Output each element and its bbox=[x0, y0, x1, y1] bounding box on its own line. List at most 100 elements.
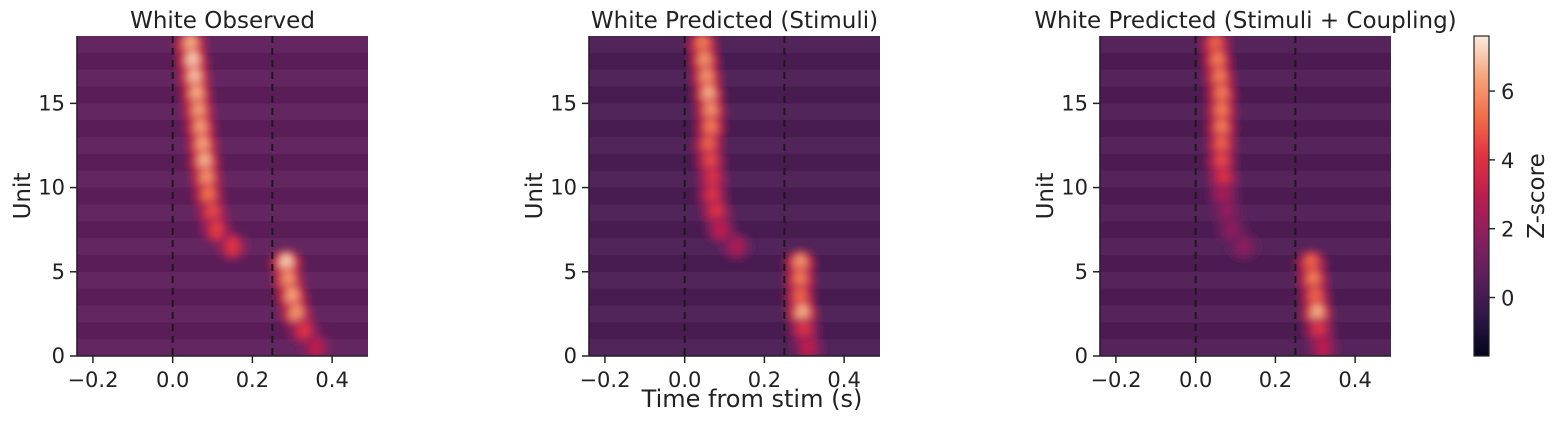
heatmap-area bbox=[1100, 36, 1391, 356]
unit-row-band bbox=[1100, 154, 1391, 171]
y-tick-label: 0 bbox=[564, 344, 577, 368]
unit-row-band bbox=[589, 322, 880, 339]
y-tick-label: 5 bbox=[564, 260, 577, 284]
unit-row-band bbox=[589, 87, 880, 104]
unit-row-band bbox=[589, 272, 880, 289]
response-peaks bbox=[1199, 36, 1340, 356]
unit-row-band bbox=[589, 154, 880, 171]
heatmap-background bbox=[589, 36, 880, 356]
unit-row-band bbox=[77, 137, 368, 154]
shared-x-axis-label: Time from stim (s) bbox=[641, 385, 863, 413]
peak-mark bbox=[801, 337, 816, 356]
y-tick-label: 0 bbox=[52, 344, 65, 368]
unit-row-band bbox=[1100, 289, 1391, 306]
peak-mark bbox=[1224, 219, 1239, 240]
heatmap-panel-3: −0.2 0.0 0.2 0.4 0 5 10 15 White Predicted (Stim… bbox=[1033, 8, 1457, 392]
y-tick-label: 5 bbox=[1075, 260, 1088, 284]
response-peaks bbox=[174, 36, 333, 356]
y-axis-label: Unit bbox=[1033, 173, 1059, 220]
peak-mark bbox=[1236, 236, 1251, 257]
unit-row-band bbox=[77, 255, 368, 272]
panel-title: White Observed bbox=[130, 8, 315, 34]
unit-row-band bbox=[589, 339, 880, 356]
x-tick-label: 0.4 bbox=[315, 368, 348, 392]
heatmap-area bbox=[589, 36, 880, 356]
x-tick-label: 0.0 bbox=[668, 368, 701, 392]
unit-row-band bbox=[1100, 36, 1391, 53]
unit-row-band bbox=[77, 120, 368, 137]
colorbar-tick-label: 6 bbox=[1501, 80, 1514, 104]
colorbar-tick-label: 2 bbox=[1501, 218, 1514, 242]
unit-row-band bbox=[1100, 188, 1391, 205]
peak-mark bbox=[713, 219, 728, 240]
unit-row-bands bbox=[1100, 36, 1391, 356]
unit-row-band bbox=[1100, 171, 1391, 188]
x-tick-label: 0.0 bbox=[156, 368, 189, 392]
peak-mark bbox=[1316, 337, 1331, 356]
y-tick-label: 0 bbox=[1075, 344, 1088, 368]
unit-row-band bbox=[77, 70, 368, 87]
unit-row-band bbox=[77, 36, 368, 53]
peak-mark bbox=[297, 320, 312, 341]
colorbar-tick-label: 4 bbox=[1501, 149, 1514, 173]
x-tick-label: 0.4 bbox=[1338, 368, 1371, 392]
unit-row-bands bbox=[589, 36, 880, 356]
unit-row-band bbox=[77, 154, 368, 171]
y-tick-label: 10 bbox=[550, 176, 577, 200]
unit-row-band bbox=[77, 87, 368, 104]
panel-title: White Predicted (Stimuli + Coupling) bbox=[1034, 8, 1456, 34]
unit-row-band bbox=[1100, 103, 1391, 120]
unit-row-band bbox=[1100, 87, 1391, 104]
unit-row-band bbox=[589, 289, 880, 306]
unit-row-band bbox=[1100, 53, 1391, 70]
unit-row-band bbox=[589, 204, 880, 221]
heatmap-area bbox=[77, 36, 368, 356]
y-axis-label: Unit bbox=[522, 173, 548, 220]
colorbar: 0 2 4 6 Z-score bbox=[1473, 35, 1550, 357]
y-axis-label: Unit bbox=[10, 173, 36, 220]
heatmap-background bbox=[1100, 36, 1391, 356]
peak-mark bbox=[209, 219, 224, 240]
unit-row-band bbox=[589, 188, 880, 205]
x-tick-label: 0.2 bbox=[748, 368, 781, 392]
unit-row-band bbox=[589, 70, 880, 87]
colorbar-tick-label: 0 bbox=[1501, 287, 1514, 311]
x-tick-label: −0.2 bbox=[579, 368, 630, 392]
unit-row-band bbox=[589, 171, 880, 188]
unit-row-band bbox=[1100, 322, 1391, 339]
x-tick-label: 0.2 bbox=[1259, 368, 1292, 392]
peak-mark bbox=[309, 337, 324, 356]
y-tick-label: 10 bbox=[38, 176, 65, 200]
x-tick-label: 0.2 bbox=[236, 368, 269, 392]
peak-mark bbox=[729, 236, 744, 257]
unit-row-band bbox=[1100, 70, 1391, 87]
response-peaks bbox=[686, 36, 825, 356]
unit-row-band bbox=[589, 120, 880, 137]
unit-row-band bbox=[1100, 339, 1391, 356]
y-tick-label: 15 bbox=[1061, 91, 1088, 115]
unit-row-band bbox=[77, 103, 368, 120]
x-tick-label: −0.2 bbox=[67, 368, 118, 392]
x-tick-label: 0.4 bbox=[827, 368, 860, 392]
y-tick-label: 10 bbox=[1061, 176, 1088, 200]
unit-row-band bbox=[589, 103, 880, 120]
unit-row-band bbox=[1100, 137, 1391, 154]
unit-row-band bbox=[77, 289, 368, 306]
heatmap-panel-2: −0.2 0.0 0.2 0.4 0 5 10 15 White Predicted (Stim… bbox=[522, 8, 880, 392]
x-tick-label: 0.0 bbox=[1179, 368, 1212, 392]
unit-row-band bbox=[589, 36, 880, 53]
unit-row-band bbox=[1100, 272, 1391, 289]
panel-title: White Predicted (Stimuli) bbox=[591, 8, 878, 34]
unit-row-band bbox=[1100, 204, 1391, 221]
y-tick-label: 15 bbox=[38, 91, 65, 115]
y-tick-label: 5 bbox=[52, 260, 65, 284]
unit-row-band bbox=[589, 305, 880, 322]
colorbar-gradient bbox=[1473, 35, 1490, 357]
x-tick-label: −0.2 bbox=[1090, 368, 1141, 392]
peak-mark bbox=[225, 236, 240, 257]
unit-row-band bbox=[77, 53, 368, 70]
unit-row-band bbox=[1100, 305, 1391, 322]
heatmap-panel-1: −0.2 0.0 0.2 0.4 0 5 10 15 White Observed Unit bbox=[10, 8, 368, 392]
unit-row-band bbox=[77, 305, 368, 322]
